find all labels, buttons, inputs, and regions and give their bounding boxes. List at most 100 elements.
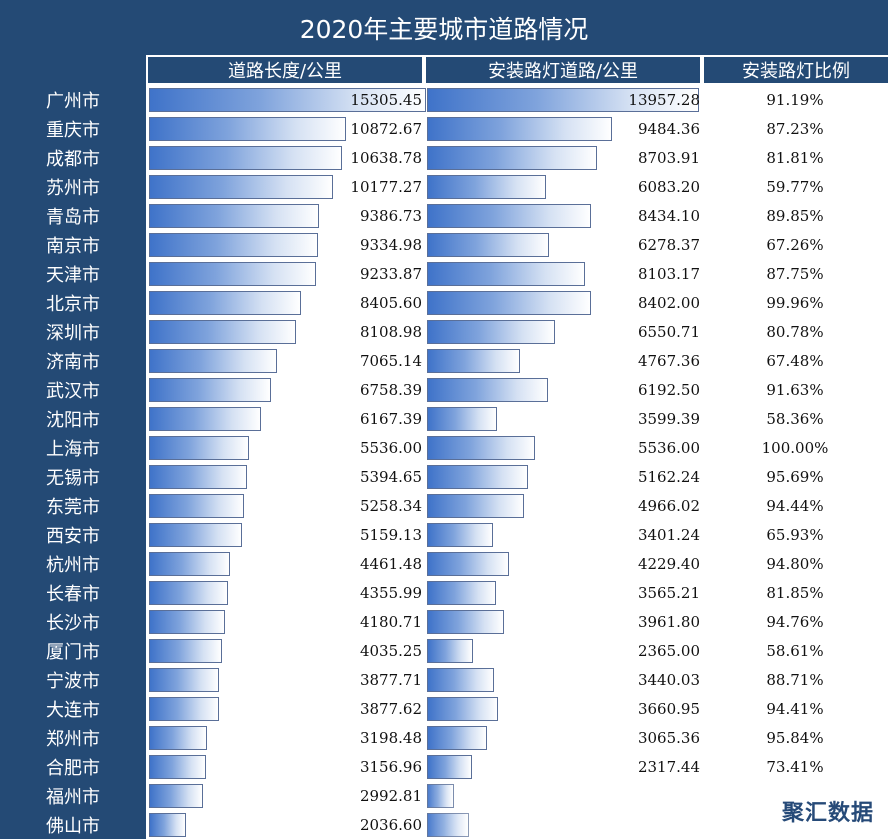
bar-length: [149, 464, 247, 489]
city-label: 天津市: [46, 264, 100, 286]
city-label: 西安市: [46, 525, 100, 547]
value-length: 7065.14: [359, 351, 422, 370]
city-column: [0, 55, 146, 839]
bar-lit: [427, 638, 474, 663]
watermark-blur: 聚汇数据: [418, 781, 888, 839]
value-lit: 3660.95: [637, 699, 700, 718]
city-label: 厦门市: [46, 641, 100, 663]
value-lit: 2365.00: [637, 641, 700, 660]
value-length: 4461.48: [359, 554, 422, 573]
value-length: 9386.73: [359, 206, 422, 225]
value-lit: 6278.37: [637, 235, 700, 254]
bar-length: [149, 667, 220, 692]
bar-lit: [427, 725, 487, 750]
value-length: 9233.87: [359, 264, 422, 283]
bar-length: [149, 290, 302, 315]
bar-lit: [427, 319, 555, 344]
city-label: 青岛市: [46, 206, 100, 228]
bar-length: [149, 696, 220, 721]
value-ratio: 80.78%: [766, 322, 824, 341]
value-ratio: 59.77%: [766, 177, 824, 196]
value-lit: 3401.24: [637, 525, 700, 544]
value-length: 8405.60: [359, 293, 422, 312]
city-label: 济南市: [46, 351, 100, 373]
bar-lit: [427, 87, 699, 112]
value-length: 5159.13: [359, 525, 422, 544]
bar-length: [149, 754, 207, 779]
value-length: 9334.98: [359, 235, 422, 254]
value-lit: 4767.36: [637, 351, 700, 370]
value-ratio: 94.41%: [766, 699, 824, 718]
city-label: 大连市: [46, 699, 100, 721]
city-label: 郑州市: [46, 728, 100, 750]
bar-lit: [427, 493, 524, 518]
value-length: 10872.67: [350, 119, 422, 138]
bar-length: [149, 87, 426, 112]
bar-length: [149, 145, 342, 170]
city-label: 东莞市: [46, 496, 100, 518]
value-lit: 6083.20: [637, 177, 700, 196]
value-length: 4180.71: [359, 612, 422, 631]
city-label: 武汉市: [46, 380, 100, 402]
chart-title: 2020年主要城市道路情况: [0, 0, 888, 55]
bar-length: [149, 348, 277, 373]
value-length: 8108.98: [359, 322, 422, 341]
bar-lit: [427, 754, 473, 779]
value-length: 3198.48: [359, 728, 422, 747]
bar-lit: [427, 377, 548, 402]
header-length: 道路长度/公里: [148, 57, 422, 83]
city-label: 上海市: [46, 438, 100, 460]
value-lit: 3065.36: [637, 728, 700, 747]
bar-lit: [427, 522, 494, 547]
city-label: 长春市: [46, 583, 100, 605]
city-label: 无锡市: [46, 467, 100, 489]
city-label: 深圳市: [46, 322, 100, 344]
bar-length: [149, 203, 319, 228]
bar-lit: [427, 261, 585, 286]
value-ratio: 94.44%: [766, 496, 824, 515]
header-lit: 安装路灯道路/公里: [426, 57, 700, 83]
bar-lit: [427, 203, 592, 228]
value-lit: 4966.02: [637, 496, 700, 515]
city-label: 宁波市: [46, 670, 100, 692]
bar-lit: [427, 696, 499, 721]
value-length: 4035.25: [359, 641, 422, 660]
bar-lit: [427, 145, 597, 170]
value-lit: 8434.10: [637, 206, 700, 225]
column-divider: [700, 57, 702, 839]
value-lit: 3565.21: [637, 583, 700, 602]
value-ratio: 94.80%: [766, 554, 824, 573]
value-length: 3877.62: [359, 699, 422, 718]
city-label: 合肥市: [46, 757, 100, 779]
bar-length: [149, 609, 225, 634]
bar-lit: [427, 406, 498, 431]
value-length: 6167.39: [359, 409, 422, 428]
value-length: 3156.96: [359, 757, 422, 776]
value-length: 2036.60: [359, 815, 422, 834]
bar-length: [149, 232, 318, 257]
bar-length: [149, 377, 272, 402]
value-lit: 4229.40: [637, 554, 700, 573]
value-lit: 8103.17: [637, 264, 700, 283]
value-lit: 2317.44: [637, 757, 700, 776]
bar-length: [149, 174, 334, 199]
city-label: 重庆市: [46, 119, 100, 141]
value-length: 5536.00: [359, 438, 422, 457]
header-ratio: 安装路灯比例: [704, 57, 888, 83]
value-length: 10177.27: [350, 177, 422, 196]
bar-lit: [427, 435, 535, 460]
value-ratio: 87.75%: [766, 264, 824, 283]
value-lit: 3599.39: [637, 409, 700, 428]
city-label: 广州市: [46, 90, 100, 112]
value-lit: 8402.00: [637, 293, 700, 312]
bar-lit: [427, 551, 510, 576]
bar-lit: [427, 609, 505, 634]
bar-lit: [427, 348, 520, 373]
value-ratio: 58.36%: [766, 409, 824, 428]
bar-length: [149, 812, 186, 837]
value-ratio: 99.96%: [766, 293, 824, 312]
city-label: 长沙市: [46, 612, 100, 634]
bar-length: [149, 580, 228, 605]
value-lit: 6192.50: [637, 380, 700, 399]
